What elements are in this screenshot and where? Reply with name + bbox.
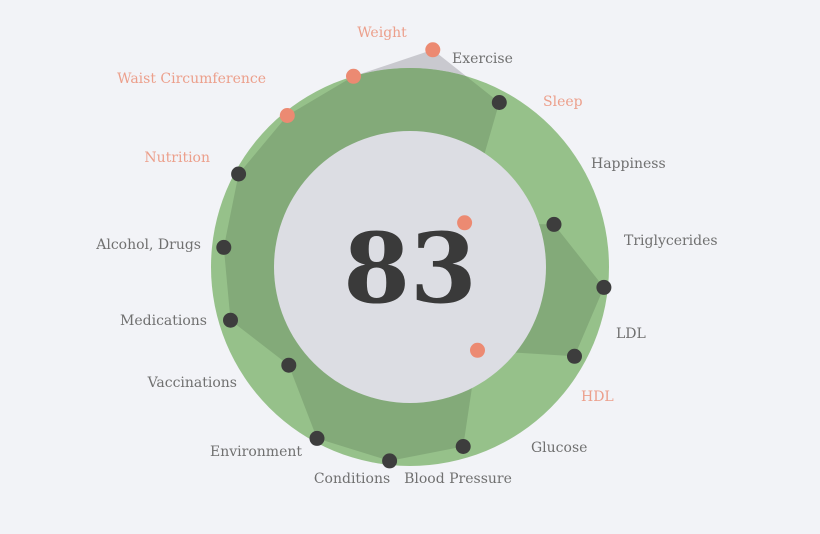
metric-label-happiness: Happiness <box>591 156 666 172</box>
metric-point-vaccinations[interactable] <box>223 312 238 328</box>
overall-score: 83 <box>343 212 477 325</box>
metric-label-hdl: HDL <box>581 389 614 405</box>
metric-point-sleep[interactable] <box>457 215 473 231</box>
metric-label-environment: Environment <box>210 444 302 460</box>
metric-point-conditions[interactable] <box>309 430 325 446</box>
metric-label-weight: Weight <box>357 25 407 41</box>
metric-label-blood-pressure: Blood Pressure <box>404 471 512 487</box>
metric-label-vaccinations: Vaccinations <box>147 375 237 391</box>
metric-label-exercise: Exercise <box>452 51 513 67</box>
metric-label-glucose: Glucose <box>531 440 587 456</box>
metric-point-glucose[interactable] <box>455 439 471 454</box>
metric-label-nutrition: Nutrition <box>144 150 210 166</box>
metric-point-happiness[interactable] <box>546 216 562 232</box>
metric-point-environment[interactable] <box>281 357 297 373</box>
metric-point-medications[interactable] <box>216 239 232 255</box>
metric-label-alcohol-drugs: Alcohol, Drugs <box>95 237 201 253</box>
metric-point-ldl[interactable] <box>567 348 582 364</box>
metric-label-ldl: LDL <box>616 326 646 342</box>
score-disc <box>274 131 546 403</box>
metric-label-sleep: Sleep <box>543 94 583 110</box>
metric-point-blood-pressure[interactable] <box>382 453 398 469</box>
metric-label-conditions: Conditions <box>314 471 390 487</box>
metric-point-weight[interactable] <box>425 42 441 58</box>
metric-point-waist-circumference[interactable] <box>346 68 361 84</box>
metric-label-waist-circumference: Waist Circumference <box>117 71 266 87</box>
metric-point-hdl[interactable] <box>470 342 485 358</box>
metric-label-medications: Medications <box>120 313 207 329</box>
metric-label-triglycerides: Triglycerides <box>624 233 718 249</box>
metric-point-alcohol-drugs[interactable] <box>231 166 247 182</box>
metric-point-triglycerides[interactable] <box>596 279 612 295</box>
metric-point-nutrition[interactable] <box>279 108 295 123</box>
metric-point-exercise[interactable] <box>491 95 507 110</box>
